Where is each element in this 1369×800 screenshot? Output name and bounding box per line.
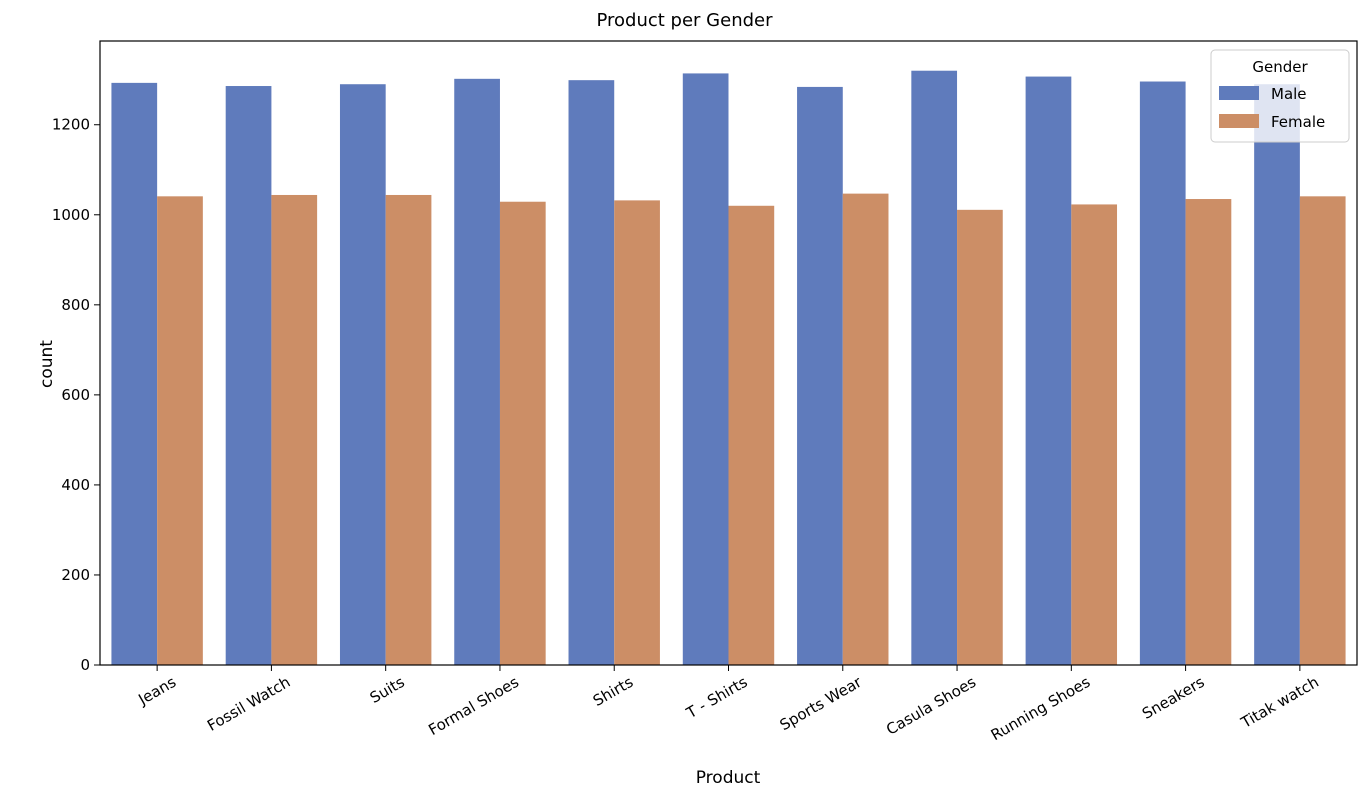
x-tick-label-4: Shirts xyxy=(590,673,636,710)
bar-female-2 xyxy=(385,194,432,665)
legend-label-female: Female xyxy=(1271,113,1325,131)
bar-male-0 xyxy=(111,82,158,666)
y-tick-label-5: 1000 xyxy=(52,206,90,224)
x-axis-label: Product xyxy=(695,768,761,788)
bar-female-6 xyxy=(842,193,889,665)
bar-male-1 xyxy=(225,86,272,665)
bar-female-3 xyxy=(499,201,546,665)
y-tick-label-0: 0 xyxy=(80,656,90,674)
legend-label-male: Male xyxy=(1271,85,1307,103)
x-tick-label-6: Sports Wear xyxy=(777,672,866,734)
legend-swatch-female xyxy=(1219,114,1259,128)
y-tick-label-3: 600 xyxy=(61,386,90,404)
x-tick-label-5: T - Shirts xyxy=(682,673,750,723)
bar-female-8 xyxy=(1071,204,1118,665)
bar-female-0 xyxy=(157,196,203,665)
bar-female-7 xyxy=(957,209,1003,665)
bar-female-10 xyxy=(1299,196,1346,665)
bar-male-8 xyxy=(1025,76,1072,666)
y-axis-label: count xyxy=(36,340,57,388)
x-tick-label-8: Running Shoes xyxy=(988,673,1094,744)
x-tick-label-9: Sneakers xyxy=(1139,673,1208,723)
bar-male-2 xyxy=(339,84,386,666)
x-tick-label-1: Fossil Watch xyxy=(204,673,293,735)
legend-title: Gender xyxy=(1252,58,1308,76)
y-tick-label-2: 400 xyxy=(61,476,90,494)
bar-male-4 xyxy=(568,80,615,666)
bar-male-7 xyxy=(911,70,958,665)
chart-title: Product per Gender xyxy=(596,10,773,31)
x-tick-label-7: Casula Shoes xyxy=(883,673,979,739)
bar-male-6 xyxy=(797,86,843,666)
bar-female-9 xyxy=(1185,199,1232,665)
bar-male-10 xyxy=(1254,84,1300,666)
x-tick-label-10: Titak watch xyxy=(1237,673,1322,732)
x-tick-label-3: Formal Shoes xyxy=(425,673,522,739)
y-tick-label-1: 200 xyxy=(61,566,90,584)
bar-male-9 xyxy=(1139,81,1186,666)
bar-female-1 xyxy=(271,194,318,665)
legend-swatch-male xyxy=(1219,86,1259,100)
y-tick-label-4: 800 xyxy=(61,296,90,314)
bar-male-5 xyxy=(682,73,729,665)
bar-female-4 xyxy=(614,200,660,665)
x-tick-label-2: Suits xyxy=(367,673,408,707)
bar-female-5 xyxy=(728,205,775,665)
bar-male-3 xyxy=(454,78,500,666)
y-tick-label-6: 1200 xyxy=(52,116,90,134)
x-tick-label-0: Jeans xyxy=(134,673,179,709)
